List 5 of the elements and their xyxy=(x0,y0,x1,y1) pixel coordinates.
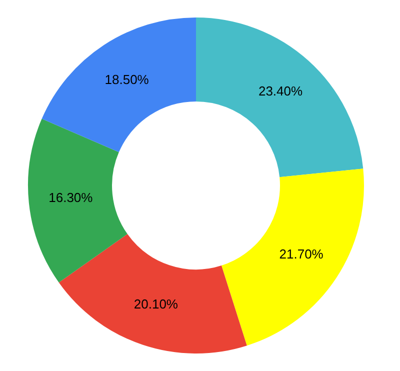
data-label: 21.70% xyxy=(279,246,324,262)
data-label: 18.50% xyxy=(104,72,150,87)
data-label: 20.10% xyxy=(134,296,178,312)
data-label: 16.30% xyxy=(48,190,94,206)
data-label: 23.40% xyxy=(258,84,303,99)
